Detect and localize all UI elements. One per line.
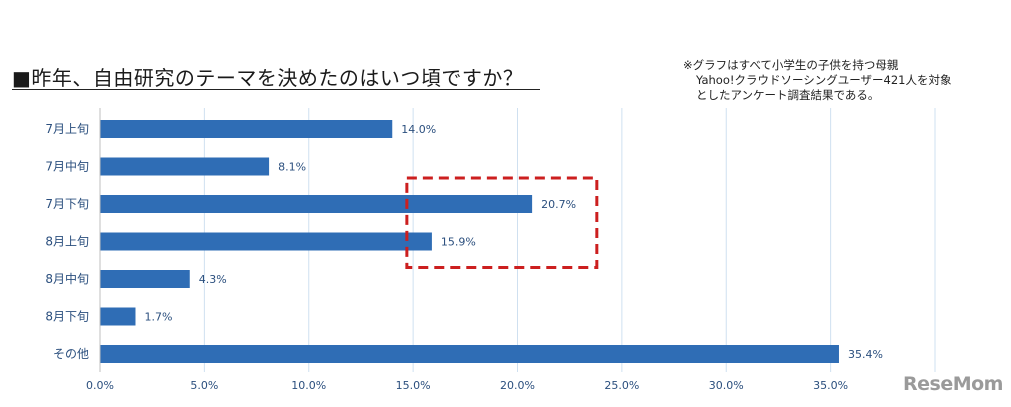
category-label-1: 7月中旬 bbox=[45, 159, 89, 174]
value-label-4: 4.3% bbox=[199, 273, 227, 286]
highlight-box bbox=[405, 176, 599, 269]
value-label-3: 15.9% bbox=[441, 236, 476, 249]
value-label-5: 1.7% bbox=[144, 311, 172, 324]
survey-note-line-3: としたアンケート調査結果である。 bbox=[696, 88, 880, 102]
category-label-3: 8月上旬 bbox=[45, 235, 89, 249]
bar-5 bbox=[100, 307, 136, 326]
value-label-6: 35.4% bbox=[848, 348, 883, 361]
bar-2 bbox=[100, 195, 533, 213]
x-tick-label-7: 35.0% bbox=[813, 379, 848, 392]
x-tick-label-3: 15.0% bbox=[396, 379, 431, 392]
x-tick-label-1: 5.0% bbox=[190, 379, 218, 392]
survey-note: ※グラフはすべて小学生の子供を持つ母親 Yahoo!クラウドソーシングユーザー4… bbox=[683, 58, 951, 103]
bar-1 bbox=[100, 157, 270, 176]
chart-title: ■昨年、自由研究のテーマを決めたのはいつ頃ですか？ bbox=[12, 66, 524, 90]
x-tick-label-2: 10.0% bbox=[291, 379, 326, 392]
bar-4 bbox=[100, 270, 190, 288]
category-label-2: 7月下旬 bbox=[45, 197, 89, 211]
value-label-0: 14.0% bbox=[401, 123, 436, 136]
value-label-1: 8.1% bbox=[278, 161, 306, 174]
category-label-5: 8月下旬 bbox=[45, 310, 89, 324]
category-label-4: 8月中旬 bbox=[45, 271, 89, 286]
category-label-0: 7月上旬 bbox=[45, 122, 89, 136]
survey-note-line-2: Yahoo!クラウドソーシングユーザー421人を対象 bbox=[696, 73, 952, 87]
resemom-logo: ReseMom bbox=[903, 373, 1003, 395]
x-tick-label-6: 30.0% bbox=[709, 379, 744, 392]
x-tick-label-5: 25.0% bbox=[604, 379, 639, 392]
category-label-6: その他 bbox=[53, 347, 89, 361]
survey-note-line-1: ※グラフはすべて小学生の子供を持つ母親 bbox=[683, 58, 899, 72]
bar-0 bbox=[100, 120, 393, 138]
x-tick-label-0: 0.0% bbox=[86, 379, 114, 392]
value-label-2: 20.7% bbox=[541, 198, 576, 211]
x-tick-label-4: 20.0% bbox=[500, 379, 535, 392]
title-underline bbox=[12, 89, 540, 90]
bar-6 bbox=[100, 345, 839, 363]
bar-3 bbox=[100, 232, 432, 251]
